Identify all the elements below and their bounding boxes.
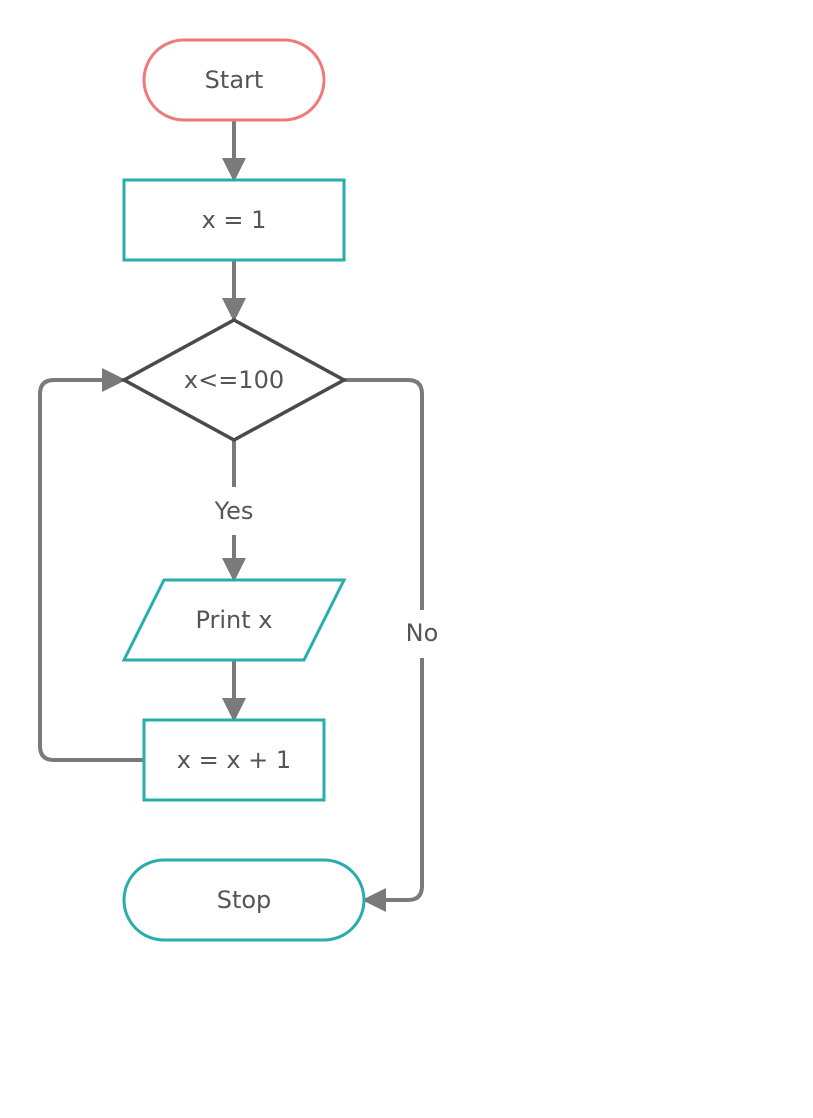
init-process-node: x = 1	[122, 178, 346, 262]
edge-condition-no-lower	[362, 658, 424, 912]
start-label: Start	[205, 66, 264, 94]
edge-label-no: No	[406, 619, 439, 647]
increment-process-shape	[142, 718, 326, 802]
print-io-label: Print x	[195, 606, 272, 634]
edge-condition-no-upper	[344, 378, 424, 610]
init-process-shape	[122, 178, 346, 262]
stop-terminal-shape	[122, 858, 366, 942]
edge-label-yes: Yes	[214, 497, 254, 525]
print-io-shape	[121, 578, 347, 662]
condition-decision-shape	[120, 318, 348, 442]
increment-process-label: x = x + 1	[177, 746, 291, 774]
condition-decision-node: x<=100	[120, 318, 348, 442]
print-io-node: Print x	[121, 578, 347, 662]
start-terminal-shape	[142, 38, 326, 122]
condition-decision-label: x<=100	[184, 366, 284, 394]
increment-process-node: x = x + 1	[142, 718, 326, 802]
edge-increment-loop-back	[38, 368, 144, 762]
start-node: Start	[142, 38, 326, 122]
stop-label: Stop	[217, 886, 272, 914]
init-process-label: x = 1	[202, 206, 267, 234]
stop-node: Stop	[122, 858, 366, 942]
